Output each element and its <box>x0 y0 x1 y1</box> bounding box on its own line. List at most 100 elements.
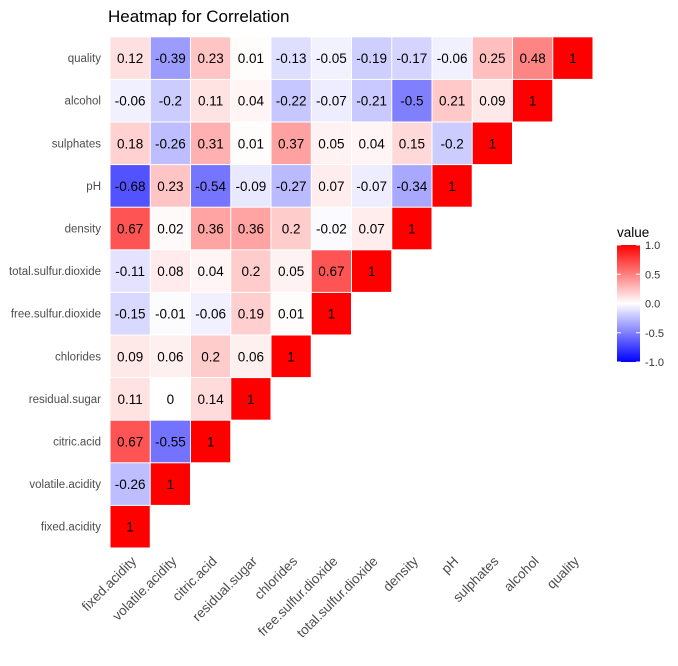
cell-value-label: 0.23 <box>197 51 223 66</box>
cell-value-label: 0.04 <box>238 94 265 109</box>
heatmap-cell <box>150 37 190 79</box>
heatmap-cell <box>472 122 512 165</box>
legend-tick-label: 0.5 <box>645 269 660 281</box>
heatmap-cell <box>271 122 311 165</box>
cell-value-label: 0.67 <box>117 222 143 237</box>
cell-value-label: 0.36 <box>197 222 223 237</box>
heatmap-cell <box>271 37 311 79</box>
cell-value-label: 0.01 <box>278 307 304 322</box>
cell-value-label: 1 <box>448 179 456 194</box>
cell-value-label: -0.34 <box>396 179 427 194</box>
cell-value-label: 0.01 <box>238 51 264 66</box>
heatmap-cell <box>231 79 271 122</box>
cell-value-label: -0.07 <box>316 94 347 109</box>
cell-value-label: 0.15 <box>399 136 425 151</box>
heatmap-cell <box>191 250 231 292</box>
cell-value-label: 0.21 <box>439 94 465 109</box>
y-tick-label: volatile.acidity <box>29 479 101 491</box>
cell-value-label: 1 <box>287 349 295 364</box>
heatmap-cell <box>432 122 472 165</box>
y-tick-label: total.sulfur.dioxide <box>9 266 101 278</box>
heatmap-cell <box>432 165 472 207</box>
legend-tick-label: -0.5 <box>645 328 664 340</box>
heatmap-cell <box>352 165 392 207</box>
heatmap-cell <box>110 292 150 335</box>
cell-value-label: 0.2 <box>282 222 301 237</box>
cell-value-label: -0.26 <box>155 136 186 151</box>
cell-value-label: -0.54 <box>195 179 226 194</box>
cell-value-label: 0.11 <box>198 94 223 109</box>
heatmap-cell <box>231 292 271 335</box>
heatmap-cell <box>271 79 311 122</box>
y-tick-label: sulphates <box>52 138 101 150</box>
cell-value-label: 0.08 <box>157 264 183 279</box>
heatmap-cell <box>110 37 150 79</box>
heatmap-cell <box>191 37 231 79</box>
cell-value-label: -0.5 <box>400 94 423 109</box>
y-tick-label: free.sulfur.dioxide <box>11 309 101 321</box>
heatmap-cell <box>110 463 150 505</box>
cell-value-label: 0.06 <box>238 349 264 364</box>
heatmap-cell <box>392 79 432 122</box>
cell-value-label: -0.02 <box>316 222 347 237</box>
heatmap-cell <box>352 250 392 292</box>
heatmap-cell <box>472 79 512 122</box>
heatmap-cell <box>110 79 150 122</box>
cell-value-label: 0.25 <box>479 51 505 66</box>
heatmap-cell <box>392 37 432 79</box>
y-tick-label: fixed.acidity <box>41 522 101 534</box>
heatmap-cell <box>231 165 271 207</box>
heatmap-cell <box>311 165 351 207</box>
cell-value-label: 0.02 <box>157 222 183 237</box>
cell-value-label: -0.01 <box>155 307 186 322</box>
cell-value-label: 1 <box>489 136 497 151</box>
heatmap-cell <box>150 292 190 335</box>
heatmap-cell <box>271 165 311 207</box>
cell-value-label: 1 <box>328 307 336 322</box>
heatmap-cell <box>191 79 231 122</box>
cell-value-label: 0.14 <box>197 392 224 407</box>
heatmap-cell <box>150 122 190 165</box>
heatmap-cell <box>110 335 150 378</box>
heatmap-cell <box>110 505 150 548</box>
cell-value-label: 1 <box>408 222 416 237</box>
cell-value-label: 0.05 <box>278 264 304 279</box>
x-axis-tick-labels: fixed.acidityvolatile.aciditycitric.acid… <box>79 553 582 640</box>
cell-value-label: 0.31 <box>197 136 223 151</box>
heatmap-cell <box>432 79 472 122</box>
heatmap-cell <box>150 463 190 505</box>
heatmap-cell <box>352 79 392 122</box>
y-axis-tick-labels: fixed.acidity volatile.acidity citric.acid… <box>9 53 101 534</box>
heatmap-cell <box>110 207 150 250</box>
cell-value-label: -0.17 <box>396 51 427 66</box>
heatmap-cell <box>191 335 231 378</box>
legend-tick-label: 1.0 <box>645 240 660 252</box>
color-legend: value 1.0 0.5 0.0 -0.5 -1.0 <box>617 225 664 369</box>
y-tick-label: quality <box>68 53 101 65</box>
cell-value-label: 0.19 <box>238 307 264 322</box>
cell-value-label: 1 <box>368 264 376 279</box>
heatmap-cell <box>191 420 231 463</box>
cell-value-label: -0.27 <box>276 179 307 194</box>
y-tick-label: density <box>65 224 102 236</box>
cell-value-label: 1 <box>569 51 577 66</box>
heatmap-cell <box>110 378 150 420</box>
heatmap-cell <box>231 250 271 292</box>
cell-value-label: 0.07 <box>358 222 384 237</box>
heatmap-cell <box>231 207 271 250</box>
heatmap-cell <box>191 165 231 207</box>
cell-value-label: 1 <box>247 392 255 407</box>
y-tick-label: residual.sugar <box>29 394 101 406</box>
x-tick-label: quality <box>544 553 582 591</box>
heatmap-cell <box>311 250 351 292</box>
cell-value-label: 0.12 <box>117 51 143 66</box>
cell-value-label: -0.11 <box>115 264 145 279</box>
heatmap-cell <box>311 37 351 79</box>
cell-value-label: 0.01 <box>238 136 264 151</box>
cell-value-label: 0.18 <box>117 136 143 151</box>
legend-color-bar <box>617 245 640 362</box>
heatmap-cell <box>231 122 271 165</box>
chart-title: Heatmap for Correlation <box>108 7 289 26</box>
cell-value-label: -0.05 <box>316 51 347 66</box>
y-tick-label: chlorides <box>55 351 101 363</box>
